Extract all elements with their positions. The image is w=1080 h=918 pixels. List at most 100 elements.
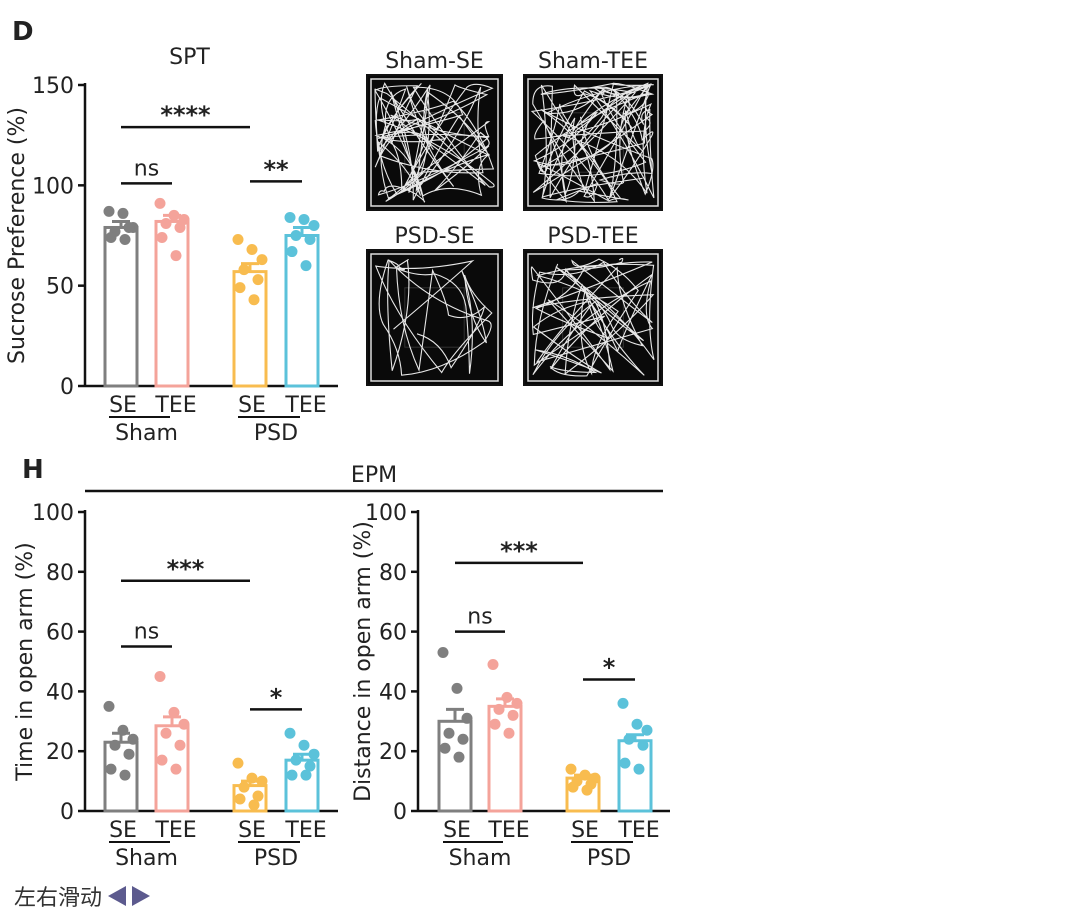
data-point	[252, 790, 264, 802]
significance-label: ns	[134, 156, 159, 181]
data-point	[457, 733, 469, 745]
significance-label: ****	[160, 101, 211, 129]
y-tick-label: 50	[46, 275, 74, 300]
data-point	[443, 727, 455, 739]
data-point	[252, 274, 264, 286]
group-label: Sham	[115, 421, 178, 446]
arrow-left-icon[interactable]	[108, 886, 127, 906]
data-point	[565, 763, 577, 775]
data-point	[308, 748, 320, 760]
data-point	[232, 234, 244, 246]
y-tick-label: 100	[32, 174, 74, 199]
data-point	[156, 754, 168, 766]
track-path	[374, 259, 493, 376]
bar	[284, 234, 320, 388]
data-point	[304, 234, 316, 246]
data-point	[170, 763, 182, 775]
data-point	[581, 784, 593, 796]
data-point	[290, 754, 302, 766]
y-axis-label: Distance in open arm (%)	[351, 521, 376, 802]
x-tick-label: TEE	[284, 818, 326, 843]
track-panel-border	[527, 253, 659, 382]
bar	[103, 225, 139, 388]
x-tick-label: SE	[109, 393, 137, 418]
data-point	[160, 727, 172, 739]
data-point	[256, 775, 268, 787]
significance-label: ns	[467, 605, 492, 630]
data-point	[631, 718, 643, 730]
x-tick-label: TEE	[487, 818, 529, 843]
y-axis-label: Time in open arm (%)	[13, 542, 38, 781]
group-label: PSD	[254, 846, 298, 871]
data-point	[156, 232, 168, 244]
data-point	[298, 213, 310, 225]
data-point	[300, 260, 312, 272]
data-point	[174, 739, 186, 751]
data-point	[437, 647, 449, 659]
data-point	[117, 207, 129, 219]
swipe-nav: 左右滑动	[14, 880, 151, 912]
data-point	[286, 769, 298, 781]
group-label: Sham	[115, 846, 178, 871]
y-tick-label: 0	[60, 800, 74, 825]
y-tick-label: 80	[46, 561, 74, 586]
panel-label-h: H	[22, 455, 44, 485]
data-point	[109, 739, 121, 751]
open-field-track-panels: Sham-SE Sham-TEE PSD-SE PSD-TEE	[366, 49, 663, 386]
data-point	[453, 751, 465, 763]
bar	[154, 219, 190, 388]
data-point	[248, 799, 260, 811]
data-point	[154, 670, 166, 682]
data-point	[286, 246, 298, 258]
significance-label: *	[603, 653, 616, 681]
data-point	[308, 219, 320, 231]
group-label: PSD	[587, 846, 631, 871]
y-tick-label: 40	[46, 680, 74, 705]
data-point	[290, 230, 302, 241]
data-point	[234, 793, 246, 805]
data-point	[154, 197, 166, 209]
data-point	[119, 234, 131, 246]
data-point	[511, 697, 523, 709]
data-point	[178, 718, 190, 730]
data-point	[633, 763, 645, 775]
data-point	[567, 781, 579, 793]
chart-title: SPT	[169, 45, 210, 70]
track-path	[530, 257, 655, 377]
y-tick-label: 60	[46, 621, 74, 646]
arrow-right-icon[interactable]	[132, 886, 151, 906]
y-tick-label: 0	[393, 800, 407, 825]
data-point	[579, 769, 591, 781]
track-panel-title: PSD-TEE	[547, 224, 638, 249]
track-panel-title: Sham-SE	[385, 49, 484, 74]
data-point	[284, 727, 296, 739]
data-point	[103, 205, 115, 217]
data-point	[507, 709, 519, 721]
x-tick-label: SE	[238, 818, 266, 843]
y-tick-label: 20	[379, 740, 407, 765]
chart-time-open-arm: 0 20 40 60 80 100 Time in open arm (%) SE TEE SE T…	[13, 501, 338, 871]
significance-label: **	[263, 155, 289, 183]
data-point	[461, 712, 473, 724]
data-point	[489, 718, 501, 730]
data-point	[123, 748, 135, 760]
data-point	[300, 769, 312, 781]
data-point	[304, 760, 316, 772]
data-point	[160, 217, 172, 229]
significance-label: ***	[167, 555, 205, 583]
data-point	[174, 221, 186, 233]
x-tick-label: SE	[238, 393, 266, 418]
swipe-label: 左右滑动	[14, 886, 103, 911]
data-point	[170, 250, 182, 262]
significance-label: *	[270, 683, 283, 711]
bar	[617, 739, 653, 813]
group-label: Sham	[449, 846, 512, 871]
data-point	[117, 724, 129, 736]
data-point	[123, 221, 135, 233]
y-tick-label: 40	[379, 680, 407, 705]
x-tick-label: TEE	[617, 818, 659, 843]
data-point	[623, 733, 635, 745]
data-point	[234, 282, 246, 294]
